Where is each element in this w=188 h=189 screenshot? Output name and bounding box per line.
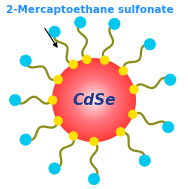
Circle shape	[67, 73, 121, 127]
Circle shape	[75, 81, 113, 119]
Circle shape	[64, 70, 124, 130]
Circle shape	[91, 97, 97, 104]
Circle shape	[86, 92, 102, 108]
Circle shape	[78, 84, 110, 116]
Circle shape	[92, 98, 96, 102]
Circle shape	[56, 62, 132, 138]
Circle shape	[58, 64, 130, 136]
Circle shape	[9, 94, 21, 106]
Circle shape	[129, 110, 137, 119]
Circle shape	[116, 128, 125, 136]
Circle shape	[55, 61, 133, 139]
Circle shape	[60, 66, 128, 135]
Circle shape	[49, 96, 57, 104]
Circle shape	[93, 99, 95, 101]
Circle shape	[64, 70, 124, 130]
Circle shape	[79, 85, 109, 115]
Circle shape	[83, 89, 105, 111]
Circle shape	[88, 94, 100, 106]
Circle shape	[53, 60, 135, 141]
Circle shape	[81, 87, 107, 113]
Circle shape	[88, 174, 100, 185]
Circle shape	[86, 93, 102, 108]
Circle shape	[87, 93, 101, 107]
Circle shape	[90, 137, 98, 146]
Circle shape	[89, 95, 99, 106]
Circle shape	[55, 62, 133, 139]
Circle shape	[144, 39, 155, 50]
Circle shape	[73, 79, 115, 122]
Circle shape	[70, 77, 118, 124]
Circle shape	[163, 122, 174, 133]
Circle shape	[82, 88, 106, 112]
Circle shape	[20, 55, 31, 66]
Circle shape	[80, 86, 108, 114]
Circle shape	[82, 88, 106, 112]
Circle shape	[54, 60, 134, 140]
Circle shape	[58, 64, 130, 137]
Circle shape	[63, 69, 125, 131]
Circle shape	[139, 155, 150, 166]
Circle shape	[109, 18, 120, 29]
Circle shape	[72, 78, 116, 122]
Circle shape	[54, 75, 62, 84]
Circle shape	[90, 96, 98, 104]
Circle shape	[62, 68, 126, 132]
Circle shape	[73, 79, 115, 121]
Circle shape	[84, 90, 104, 111]
Circle shape	[66, 73, 122, 128]
Circle shape	[91, 97, 97, 103]
Circle shape	[83, 55, 91, 64]
Circle shape	[77, 84, 111, 117]
Circle shape	[49, 26, 60, 37]
Circle shape	[66, 72, 122, 128]
Circle shape	[60, 66, 128, 134]
Circle shape	[65, 71, 123, 129]
Circle shape	[59, 65, 129, 135]
Circle shape	[70, 76, 118, 124]
Circle shape	[69, 60, 77, 68]
Circle shape	[69, 132, 77, 140]
Circle shape	[119, 67, 127, 75]
Circle shape	[62, 68, 126, 132]
Circle shape	[68, 74, 120, 126]
Circle shape	[68, 75, 120, 126]
Circle shape	[69, 75, 119, 125]
Circle shape	[20, 134, 31, 145]
Circle shape	[74, 80, 114, 120]
Circle shape	[89, 95, 99, 105]
Circle shape	[77, 83, 111, 117]
Circle shape	[76, 82, 112, 118]
Circle shape	[130, 85, 138, 94]
Circle shape	[61, 67, 127, 133]
Circle shape	[84, 91, 104, 110]
Circle shape	[53, 59, 135, 142]
Circle shape	[75, 17, 86, 28]
Circle shape	[54, 117, 62, 125]
Circle shape	[85, 91, 103, 109]
Circle shape	[80, 86, 108, 115]
Circle shape	[75, 81, 113, 119]
Circle shape	[93, 99, 95, 101]
Circle shape	[71, 77, 117, 123]
Text: CdSe: CdSe	[72, 93, 116, 108]
Circle shape	[165, 74, 176, 85]
Circle shape	[49, 163, 60, 174]
Circle shape	[57, 63, 131, 137]
Text: 2-Mercaptoethane sulfonate: 2-Mercaptoethane sulfonate	[6, 5, 173, 15]
Circle shape	[101, 56, 109, 64]
